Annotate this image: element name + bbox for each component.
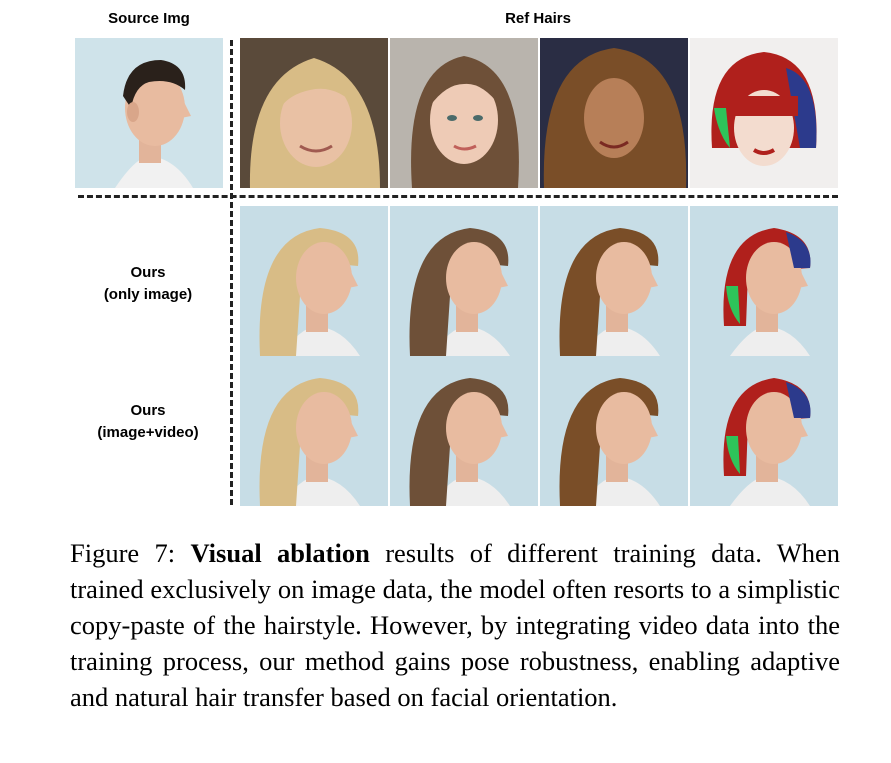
ref-face-illustration	[540, 38, 688, 188]
horizontal-divider	[78, 195, 838, 198]
ref-face-illustration	[240, 38, 388, 188]
caption-prefix: Figure 7:	[70, 538, 191, 568]
figure-caption: Figure 7: Visual ablation results of dif…	[70, 535, 840, 715]
result-face-illustration	[240, 356, 388, 506]
caption-text: results of different training data. When…	[70, 538, 840, 712]
row-label-line1: Ours	[130, 264, 166, 281]
result-face-illustration	[690, 356, 838, 506]
ref-hair-2	[390, 38, 538, 188]
caption-bold: Visual ablation	[190, 538, 370, 568]
result-face-illustration	[540, 206, 688, 356]
result-only-image-3	[540, 206, 688, 356]
result-only-image-1	[240, 206, 388, 356]
source-face-illustration	[75, 38, 223, 188]
row-label-line2: (image+video)	[97, 424, 199, 441]
result-image-video-3	[540, 356, 688, 506]
result-face-illustration	[240, 206, 388, 356]
result-image-video-1	[240, 356, 388, 506]
source-image	[75, 38, 223, 188]
ref-hair-3	[540, 38, 688, 188]
result-face-illustration	[390, 356, 538, 506]
result-image-video-2	[390, 356, 538, 506]
result-only-image-2	[390, 206, 538, 356]
source-img-header: Source Img	[108, 10, 190, 27]
ref-hairs-header: Ref Hairs	[505, 10, 571, 27]
ref-hair-4	[690, 38, 838, 188]
ref-face-illustration	[390, 38, 538, 188]
row-label-line1: Ours	[130, 402, 166, 419]
result-only-image-4	[690, 206, 838, 356]
result-image-video-4	[690, 356, 838, 506]
result-face-illustration	[390, 206, 538, 356]
result-face-illustration	[540, 356, 688, 506]
result-face-illustration	[690, 206, 838, 356]
vertical-divider	[230, 40, 233, 505]
row-label-only-image: Ours (only image)	[73, 262, 223, 306]
row-label-image-video: Ours (image+video)	[73, 400, 223, 444]
row-label-line2: (only image)	[103, 286, 193, 303]
ref-face-illustration	[690, 38, 838, 188]
ref-hair-1	[240, 38, 388, 188]
